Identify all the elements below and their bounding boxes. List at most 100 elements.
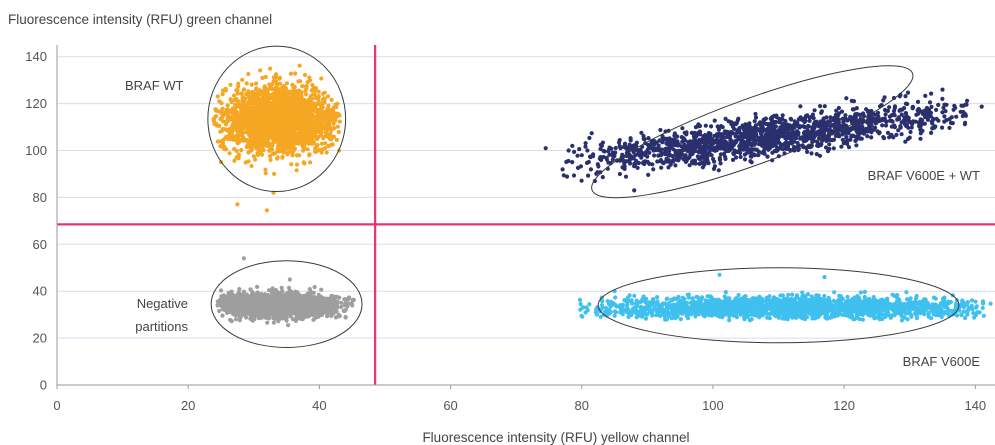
braf-v600e-wt-point (561, 173, 566, 178)
braf-wt-point (274, 72, 279, 77)
braf-v600e-wt-point (782, 132, 788, 137)
braf-wt-point (265, 118, 270, 123)
braf-v600e-wt-point (910, 122, 915, 127)
braf-wt-point (290, 107, 295, 112)
braf-v600e-wt-point (588, 167, 594, 172)
braf-v600e-wt-point (711, 166, 717, 171)
braf-wt-point (272, 86, 277, 91)
braf-wt-point (225, 107, 231, 112)
braf-wt-point (303, 88, 308, 93)
braf-v600e-wt-point (660, 140, 665, 145)
braf-v600e-wt-point (834, 108, 839, 113)
braf-wt-point (275, 126, 280, 131)
braf-v600e-wt-point (832, 125, 837, 130)
braf-v600e-wt-point (766, 147, 771, 152)
braf-wt-point (235, 88, 240, 93)
braf-wt-point (291, 91, 296, 96)
braf-wt-point (293, 134, 298, 140)
braf-v600e-wt-point (905, 101, 910, 107)
braf-wt-point (212, 119, 217, 124)
braf-wt-point (288, 124, 293, 129)
braf-v600e-wt-point (929, 91, 934, 96)
braf-v600e-wt-point (900, 107, 905, 112)
braf-wt-point (262, 135, 267, 140)
braf-v600e-wt-point (953, 105, 958, 110)
braf-wt-point (294, 168, 299, 173)
braf-v600e-wt-point (617, 138, 622, 143)
braf-v600e-wt-point (908, 129, 913, 135)
braf-wt-point (227, 136, 232, 142)
braf-v600e-wt-point (708, 146, 713, 151)
braf-wt-point (274, 121, 279, 126)
braf-wt-point (297, 141, 302, 146)
braf-v600e-wt-point (782, 121, 787, 126)
braf-v600e-wt-point (697, 157, 703, 162)
braf-wt-point (271, 94, 277, 99)
braf-v600e-wt-point (875, 110, 881, 115)
braf-v600e-wt-point (880, 123, 885, 128)
braf-v600e-wt-point (807, 135, 812, 140)
braf-v600e-wt-point (753, 138, 758, 144)
braf-wt-point (244, 81, 249, 86)
braf-v600e-wt-point (716, 127, 722, 132)
braf-v600e-wt-point (628, 136, 633, 141)
braf-wt-point (337, 119, 342, 124)
braf-v600e-wt-point (671, 147, 676, 152)
braf-v600e-wt-point (598, 155, 603, 160)
braf-v600e-wt-point (827, 142, 832, 147)
braf-wt-point (292, 118, 297, 123)
braf-v600e-wt-point (896, 128, 901, 133)
braf-v600e-wt-point (883, 123, 889, 128)
braf-wt-point (271, 139, 276, 144)
braf-v600e-wt-point (947, 125, 952, 130)
braf-v600e-wt-point (659, 152, 664, 157)
braf-wt-point (283, 127, 288, 132)
braf-wt-point (239, 107, 244, 112)
braf-v600e-wt-point (696, 149, 702, 155)
negative-partitions-point (233, 317, 238, 322)
braf-v600e-wt-point (843, 113, 848, 118)
braf-v600e-wt-point (768, 135, 773, 140)
negative-partitions-point (219, 288, 224, 293)
braf-v600e-wt-point (676, 148, 681, 154)
braf-v600e-wt-point (918, 136, 923, 141)
negative-partitions-point (237, 318, 242, 323)
braf-wt-point (228, 132, 233, 137)
braf-v600e-wt-point (630, 156, 635, 161)
braf-v600e-wt-point (944, 102, 949, 107)
negative-partitions-point (325, 314, 330, 319)
braf-wt-point (278, 81, 283, 86)
braf-wt-point (299, 94, 304, 99)
braf-v600e-wt-point (734, 138, 739, 144)
braf-wt-point (257, 148, 262, 153)
braf-wt-point (263, 167, 268, 172)
braf-v600e-wt-point (665, 142, 670, 147)
braf-v600e-wt-point (698, 140, 703, 145)
braf-v600e-wt-point (718, 144, 723, 149)
braf-wt-point (283, 86, 288, 91)
braf-wt-point (215, 139, 220, 144)
braf-wt-point (227, 151, 232, 156)
braf-v600e-wt-point (673, 163, 678, 168)
braf-v600e-wt-point (934, 116, 939, 121)
braf-v600e-wt-point (736, 116, 741, 121)
braf-v600e-wt-point (716, 168, 721, 173)
braf-wt-point (218, 116, 223, 122)
braf-v600e-wt-point (575, 153, 580, 158)
braf-v600e-wt-point (839, 144, 844, 149)
braf-v600e-wt-point (738, 154, 743, 160)
braf-wt-point (300, 132, 305, 137)
braf-v600e-wt-point (579, 153, 584, 158)
braf-wt-point (277, 95, 282, 100)
braf-v600e-wt-point (866, 119, 871, 124)
braf-wt-point (253, 113, 258, 118)
braf-v600e-wt-point (802, 130, 807, 135)
braf-v600e-wt-point (765, 154, 770, 159)
braf-wt-point (311, 133, 316, 138)
braf-wt-point (320, 91, 326, 96)
braf-wt-point (277, 133, 282, 138)
braf-wt-point (292, 123, 297, 128)
braf-v600e-wt-point (854, 143, 859, 148)
braf-v600e-wt-point (942, 114, 947, 119)
braf-v600e-wt-point (714, 148, 719, 153)
